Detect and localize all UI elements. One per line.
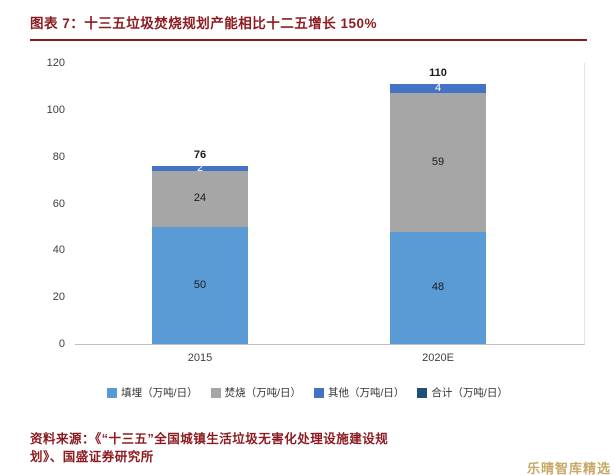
legend-swatch-icon <box>314 387 324 398</box>
stacked-bar-2015: 50 24 2 76 <box>152 149 248 344</box>
segment-value-label: 24 <box>193 192 207 205</box>
segment-value-label: 48 <box>431 281 445 294</box>
legend-item: 焚烧（万吨/日） <box>210 385 301 400</box>
legend-label: 合计（万吨/日） <box>431 387 508 399</box>
y-tick-label: 20 <box>52 291 65 304</box>
segment-value-label: 59 <box>431 156 445 169</box>
legend-label: 其他（万吨/日） <box>328 387 405 399</box>
bar-segment: 24 <box>152 170 248 227</box>
legend-label: 焚烧（万吨/日） <box>224 387 301 399</box>
legend-item: 其他（万吨/日） <box>314 385 404 400</box>
y-tick-label: 40 <box>52 244 65 257</box>
bar-segment: 59 <box>390 93 486 232</box>
y-tick-label: 80 <box>52 150 65 163</box>
bar-segment: 48 <box>390 231 486 344</box>
bar-segment: 2 <box>152 161 248 174</box>
legend-swatch-icon <box>417 387 428 398</box>
page-title: 图表 7：十三五垃圾焚烧规划产能相比十二五增长 150% <box>30 16 378 31</box>
segment-value-label: 4 <box>434 82 442 95</box>
y-axis: 0 20 40 60 80 100 120 <box>30 57 75 350</box>
chart-inner: 0 20 40 60 80 100 120 50 24 2 76 2015 48 59 4 110 2020E <box>30 57 585 364</box>
x-axis-label: 2020E <box>422 352 454 364</box>
source-text-line2: 划》、国盛证券研究所 <box>30 450 154 465</box>
total-value-label: 110 <box>429 67 447 80</box>
segment-value-label: 50 <box>193 278 207 291</box>
chart-legend: 填埋（万吨/日） 焚烧（万吨/日） 其他（万吨/日） 合计（万吨/日） <box>30 385 585 400</box>
legend-item: 填埋（万吨/日） <box>107 385 198 400</box>
legend-swatch-icon <box>107 387 118 398</box>
legend-label: 填埋（万吨/日） <box>121 387 198 399</box>
watermark-text: 乐晴智库精选 <box>526 461 611 475</box>
source-text-line1: 资料来源：《“十三五”全国城镇生活垃圾无害化处理设施建设规 <box>30 431 389 446</box>
y-tick-label: 60 <box>52 197 65 210</box>
y-tick-label: 120 <box>46 57 65 69</box>
stacked-bar-2020E: 48 59 4 110 <box>390 67 486 344</box>
title-divider <box>30 39 587 41</box>
legend-swatch-icon <box>210 387 221 398</box>
figure-footer: 资料来源：《“十三五”全国城镇生活垃圾无害化处理设施建设规 划》、国盛证券研究所 <box>30 430 597 468</box>
stacked-bar-chart: 0 20 40 60 80 100 120 50 24 2 76 2015 48 59 4 110 2020E… <box>30 57 585 400</box>
legend-item: 合计（万吨/日） <box>417 385 508 400</box>
segment-value-label: 2 <box>196 161 204 174</box>
bar-segment: 4 <box>390 82 486 95</box>
y-tick-label: 0 <box>58 338 65 350</box>
y-tick-label: 100 <box>46 103 65 116</box>
total-value-label: 76 <box>193 149 207 162</box>
x-axis-label: 2015 <box>187 352 213 364</box>
plot-area: 50 24 2 76 2015 48 59 4 110 2020E <box>75 63 585 364</box>
bar-segment: 50 <box>152 226 248 344</box>
figure-header: 图表 7：十三五垃圾焚烧规划产能相比十二五增长 150% <box>0 0 615 41</box>
